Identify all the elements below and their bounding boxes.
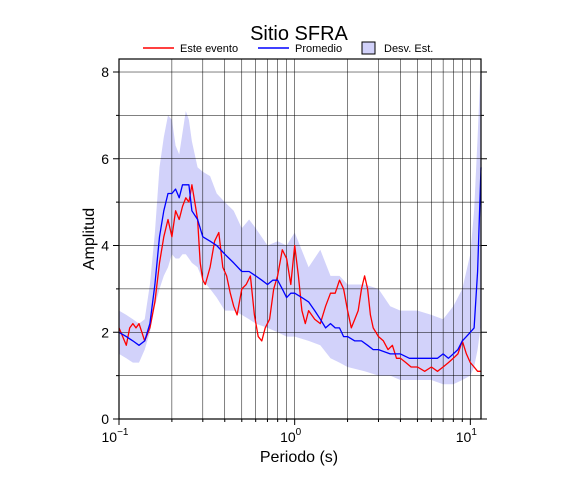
legend-label-este-evento: Este evento [180, 43, 238, 55]
series-line-promedio [118, 167, 482, 359]
chart-title: Sitio SFRA [250, 23, 348, 45]
y-tick-label: 6 [101, 151, 109, 167]
y-axis-label: Amplitud [81, 208, 98, 270]
legend: Este evento Promedio Desv. Est. [143, 41, 433, 55]
x-tick-label: 10−1 [102, 427, 129, 445]
std-band-layer [119, 59, 481, 385]
axis-layer: 0 2 4 6 8 10−1 100 101 [101, 64, 487, 445]
series-layer [118, 167, 482, 372]
plot-frame [118, 58, 482, 420]
series-line-este-evento [118, 184, 481, 372]
y-tick-label: 8 [101, 64, 109, 80]
y-tick-label: 2 [101, 324, 109, 340]
x-tick-label: 100 [280, 427, 302, 445]
x-axis-label: Periodo (s) [260, 449, 338, 466]
y-tick-label: 4 [101, 238, 109, 254]
x-tick-label: 101 [456, 427, 478, 445]
y-tick-label: 0 [101, 411, 109, 427]
legend-label-desv-est-: Desv. Est. [384, 43, 433, 55]
std-band [119, 59, 481, 385]
legend-label-promedio: Promedio [295, 43, 342, 55]
legend-key-desv-est- [361, 41, 376, 55]
